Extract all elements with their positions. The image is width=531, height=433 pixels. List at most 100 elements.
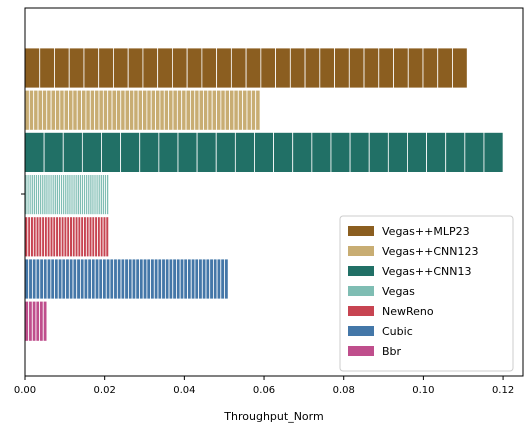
- bar-segment: [25, 259, 29, 299]
- x-tick-label: 0.06: [253, 385, 275, 396]
- bar-segment: [80, 259, 84, 299]
- bar-segment: [199, 90, 203, 130]
- bar-cubic: [25, 259, 228, 299]
- legend-label: Vegas: [382, 285, 415, 298]
- bar-segment: [73, 259, 77, 299]
- bar-segment: [158, 48, 173, 88]
- bar-segment: [217, 48, 232, 88]
- bar-segment: [98, 217, 101, 257]
- bar-segment: [254, 132, 273, 172]
- bar-segment: [62, 259, 66, 299]
- bar-segment: [89, 217, 92, 257]
- bar-segment: [51, 90, 55, 130]
- bar-segment: [143, 259, 147, 299]
- bar-segment: [60, 90, 64, 130]
- bar-segment: [221, 90, 225, 130]
- bar-segment: [162, 259, 166, 299]
- bar-segment: [100, 217, 103, 257]
- bar-segment: [47, 90, 51, 130]
- bar-segment: [388, 132, 407, 172]
- bar-segment: [58, 259, 62, 299]
- bar-segment: [134, 90, 138, 130]
- bar-segment: [77, 90, 81, 130]
- legend-swatch: [348, 306, 374, 316]
- bar-segment: [55, 90, 59, 130]
- bar-segment: [84, 48, 99, 88]
- legend-swatch: [348, 266, 374, 276]
- bar-segment: [408, 48, 423, 88]
- bar-bbr: [25, 301, 47, 341]
- bar-segment: [191, 259, 195, 299]
- bar-segment: [64, 90, 68, 130]
- bar-segment: [147, 259, 151, 299]
- bar-segment: [364, 48, 379, 88]
- bar-segment: [187, 48, 202, 88]
- bar-segment: [235, 132, 254, 172]
- bar-segment: [90, 90, 94, 130]
- bar-segment: [202, 48, 217, 88]
- bar-segment: [40, 301, 44, 341]
- bar-segment: [208, 90, 212, 130]
- bar-segment: [101, 132, 120, 172]
- bar-segment: [394, 48, 409, 88]
- bar-segment: [349, 48, 364, 88]
- bar-segment: [61, 217, 64, 257]
- bar-segment: [114, 259, 118, 299]
- bar-segment: [203, 90, 207, 130]
- bar-vegas: [25, 175, 109, 215]
- bar-segment: [186, 90, 190, 130]
- bar-segment: [32, 301, 36, 341]
- bar-vegas-cnn123: [25, 90, 260, 130]
- bar-segment: [230, 90, 234, 130]
- bar-segment: [407, 132, 426, 172]
- bar-segment: [82, 90, 86, 130]
- bar-segment: [423, 48, 438, 88]
- bar-segment: [82, 132, 101, 172]
- bar-segment: [331, 132, 350, 172]
- bar-segment: [158, 259, 162, 299]
- bar-segment: [84, 259, 88, 299]
- x-tick-label: 0.10: [412, 385, 434, 396]
- bar-segment: [25, 48, 40, 88]
- bar-segment: [136, 259, 140, 299]
- bar-segment: [312, 132, 331, 172]
- bar-segment: [25, 90, 29, 130]
- bar-segment: [95, 90, 99, 130]
- bar-segment: [86, 217, 89, 257]
- bar-segment: [140, 132, 159, 172]
- bar-segment: [350, 132, 369, 172]
- legend-swatch: [348, 326, 374, 336]
- bar-segment: [125, 259, 129, 299]
- bar-segment: [216, 132, 235, 172]
- bar-segment: [143, 48, 158, 88]
- bar-segment: [77, 259, 81, 299]
- bar-segment: [212, 90, 216, 130]
- bar-vegas-mlp23: [25, 48, 467, 88]
- bar-segment: [58, 217, 61, 257]
- bar-segment: [47, 217, 50, 257]
- legend-label: Cubic: [382, 325, 413, 338]
- legend-swatch: [348, 346, 374, 356]
- bar-segment: [28, 217, 31, 257]
- bar-segment: [213, 259, 217, 299]
- bar-segment: [36, 301, 40, 341]
- bar-newreno: [25, 217, 109, 257]
- bar-segment: [70, 217, 73, 257]
- bar-segment: [274, 132, 293, 172]
- bar-segment: [56, 217, 59, 257]
- bar-segment: [165, 259, 169, 299]
- bar-segment: [452, 48, 467, 88]
- bar-segment: [261, 48, 276, 88]
- bar-segment: [47, 259, 51, 299]
- x-tick-label: 0.12: [492, 385, 514, 396]
- bar-segment: [147, 90, 151, 130]
- bar-segment: [44, 132, 63, 172]
- bar-segment: [217, 90, 221, 130]
- bar-segment: [276, 48, 291, 88]
- bar-segment: [247, 90, 251, 130]
- bar-segment: [446, 132, 465, 172]
- bar-segment: [40, 48, 55, 88]
- bar-segment: [106, 217, 109, 257]
- bar-segment: [138, 90, 142, 130]
- bar-segment: [72, 217, 75, 257]
